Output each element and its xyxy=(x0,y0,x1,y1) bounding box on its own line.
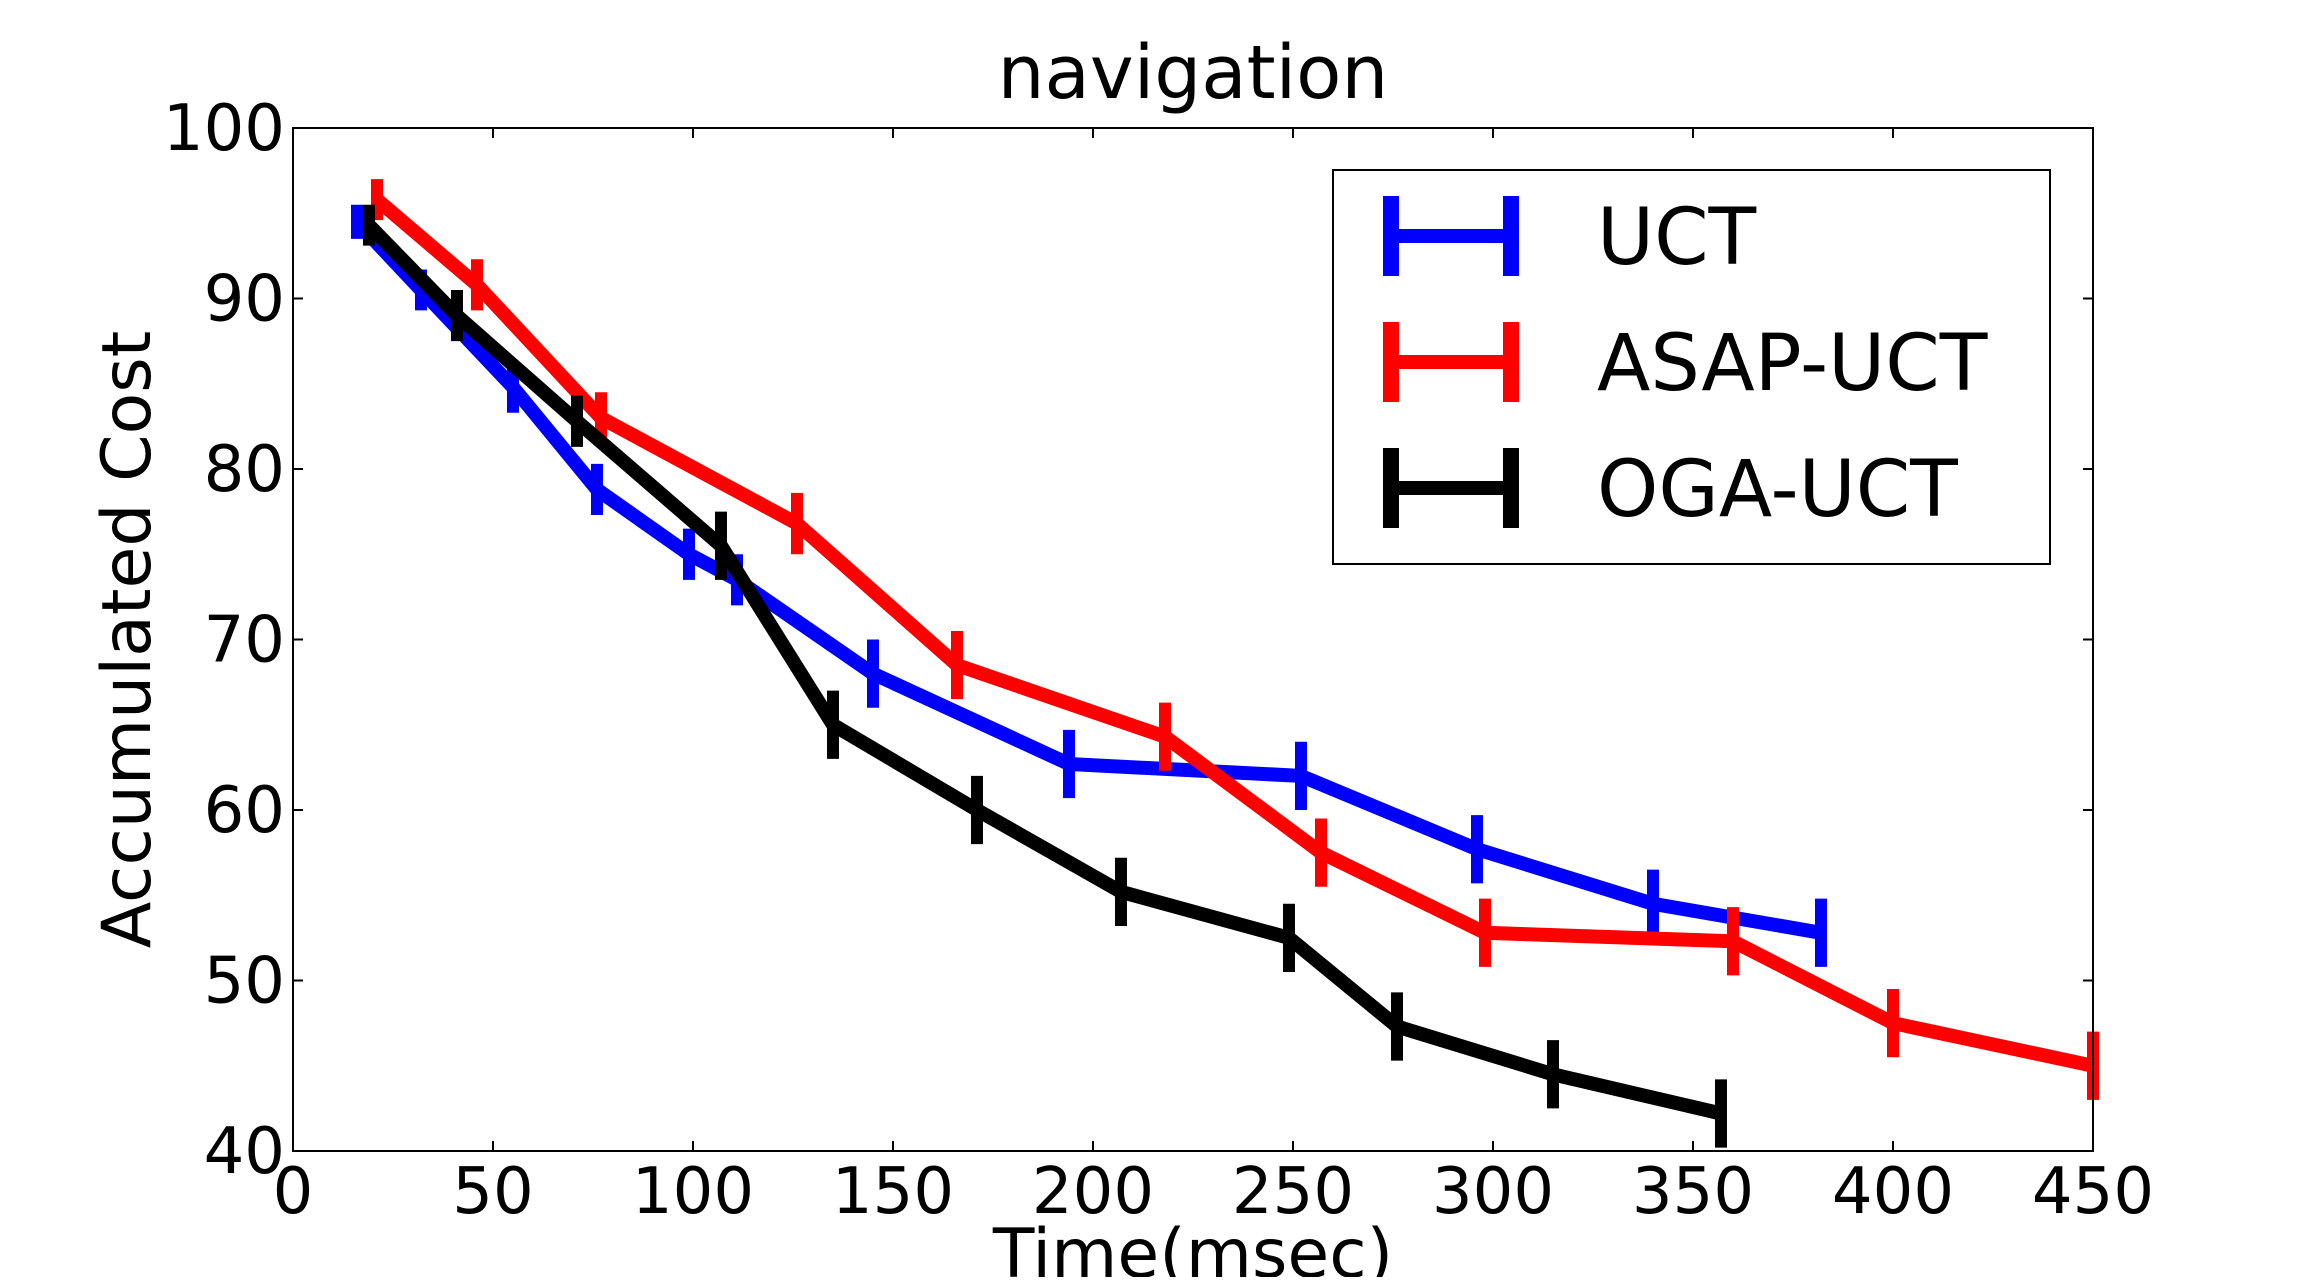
x-tick-label: 300 xyxy=(1432,1155,1554,1229)
y-tick-label: 40 xyxy=(204,1115,285,1189)
legend-label: OGA-UCT xyxy=(1597,445,1958,535)
legend-label: UCT xyxy=(1597,193,1757,283)
series-line xyxy=(351,217,1823,940)
legend-item-oga-uct: OGA-UCT xyxy=(1383,445,1958,535)
x-tick-label: 150 xyxy=(832,1155,954,1229)
x-tick-label: 400 xyxy=(1832,1155,1954,1229)
series-layer xyxy=(351,179,2099,1148)
legend-item-asap-uct: ASAP-UCT xyxy=(1383,319,1988,409)
x-tick-label: 450 xyxy=(2032,1155,2154,1229)
legend-label: ASAP-UCT xyxy=(1597,319,1988,409)
legend-item-uct: UCT xyxy=(1383,193,1757,283)
ticks-layer: 0 50 100 150 200 250 300 350 400 450 40 50 60 70 80 90 1… xyxy=(163,92,2154,1229)
x-tick-label: 250 xyxy=(1232,1155,1354,1229)
x-tick-label: 50 xyxy=(452,1155,533,1229)
plot-frame xyxy=(292,127,2094,1152)
y-tick-label: 90 xyxy=(204,263,285,337)
series-oga-uct xyxy=(363,204,1727,1148)
y-tick-label: 100 xyxy=(163,92,285,166)
x-tick-label: 0 xyxy=(273,1155,314,1229)
y-tick-label: 70 xyxy=(204,604,285,678)
y-tick-label: 60 xyxy=(204,774,285,848)
legend: UCT ASAP-UCT OGA-UCT xyxy=(1332,169,2051,565)
y-axis-label: Accumulated Cost xyxy=(88,331,167,949)
y-tick-label: 80 xyxy=(204,433,285,507)
chart-title: navigation xyxy=(998,30,1389,116)
x-tick-label: 350 xyxy=(1632,1155,1754,1229)
x-tick-label: 200 xyxy=(1032,1155,1154,1229)
x-tick-label: 100 xyxy=(632,1155,754,1229)
y-tick-label: 50 xyxy=(204,945,285,1019)
x-axis-label: Time(msec) xyxy=(992,1215,1393,1277)
